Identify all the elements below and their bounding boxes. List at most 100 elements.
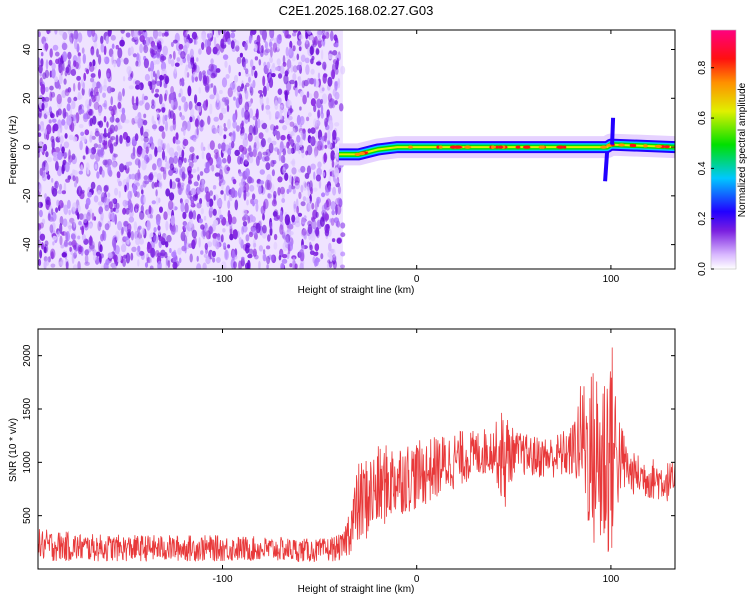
noise-blob [81,47,85,54]
noise-blob [118,180,122,187]
noise-blob [76,189,80,195]
noise-blob [132,53,137,58]
noise-blob [71,233,76,241]
noise-blob [316,98,322,109]
noise-blob [305,64,310,75]
noise-blob [67,87,72,93]
noise-blob [252,227,257,236]
noise-blob [238,260,243,269]
noise-blob [145,36,151,46]
noise-blob [277,176,283,183]
noise-blob [55,51,60,57]
noise-blob [280,210,283,220]
noise-blob [204,161,210,169]
signal-hotspot [643,144,648,148]
noise-blob [131,246,137,252]
noise-blob [47,213,51,221]
noise-blob [135,96,139,106]
noise-blob [210,83,214,88]
noise-blob [291,167,297,175]
noise-blob [151,124,158,130]
noise-blob [218,169,223,180]
noise-blob [254,70,258,79]
noise-blob [204,39,208,48]
colorbar-tick-label: 0.8 [697,60,708,74]
noise-blob [327,139,331,145]
noise-blob [312,256,316,264]
noise-blob [55,161,59,171]
noise-blob [310,127,316,134]
noise-blob [227,154,232,164]
noise-blob [263,201,266,212]
noise-blob [190,108,195,118]
noise-blob [323,202,328,210]
noise-blob [262,151,269,156]
colorbar: 0.0 0.2 0.4 0.6 0.8 Normalized spectral ampl… [697,29,748,276]
noise-blob [307,30,312,35]
noise-blob [305,31,309,40]
noise-blob [250,83,253,92]
noise-blob [132,183,137,194]
noise-blob [179,78,182,86]
noise-blob [316,61,322,66]
noise-blob [272,211,278,217]
noise-blob [148,257,153,264]
noise-blob [198,237,201,248]
noise-blob [248,76,251,83]
noise-blob [174,62,180,67]
noise-blob [206,45,212,56]
noise-blob [212,185,217,190]
noise-blob [224,249,229,261]
noise-blob [167,255,171,261]
noise-blob [289,40,293,49]
noise-blob [136,191,140,198]
noise-blob [115,230,120,241]
noise-blob [228,196,233,202]
noise-blob [73,219,76,228]
noise-blob [181,171,186,182]
noise-blob [187,85,192,97]
noise-blob [170,125,174,132]
noise-blob [208,198,214,207]
noise-blob [321,192,326,198]
noise-blob [258,59,262,66]
noise-blob [61,164,65,175]
noise-blob [48,216,54,222]
noise-blob [190,59,193,65]
noise-blob [250,86,254,96]
noise-blob [253,242,257,248]
noise-blob [151,115,155,125]
noise-blob [157,225,161,231]
noise-blob [244,109,250,120]
noise-blob [90,153,95,160]
noise-blob [262,249,266,255]
noise-blob [301,80,305,89]
noise-blob [159,74,165,81]
noise-blob [126,135,131,143]
noise-blob [296,205,299,214]
noise-blob [72,114,77,122]
noise-blob [282,254,288,259]
noise-blob [189,48,194,58]
noise-blob [182,211,187,220]
noise-blob [309,250,315,255]
noise-blob [45,59,49,70]
noise-blob [203,167,210,174]
noise-blob [151,99,155,106]
noise-blob [196,166,200,172]
noise-blob [156,69,160,80]
noise-blob [176,57,181,62]
noise-blob [270,159,275,168]
noise-blob [165,76,168,84]
noise-blob [150,232,154,238]
noise-blob [337,185,342,195]
noise-blob [263,34,267,43]
noise-blob [315,119,321,127]
noise-blob [271,254,275,261]
noise-blob [232,120,238,129]
noise-blob [213,116,219,122]
noise-blob [233,75,239,83]
noise-blob [169,248,172,253]
noise-blob [188,100,193,111]
noise-blob [188,161,194,168]
